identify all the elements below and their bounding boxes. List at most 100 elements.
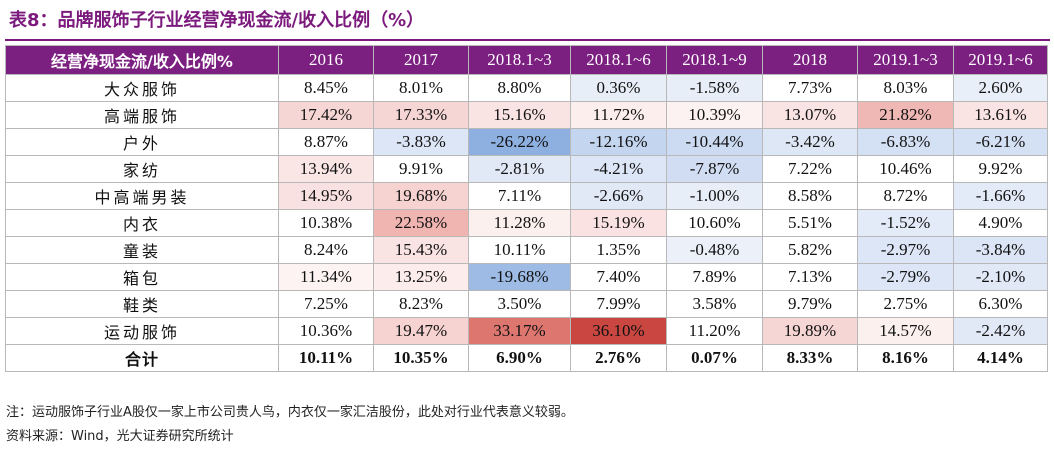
table-cell: 13.07%: [762, 101, 858, 129]
table-cell: -2.97%: [857, 236, 954, 264]
row-header-cell: 经营净现金流/收入比例%: [5, 45, 279, 75]
row-label: 户外: [5, 128, 279, 156]
column-header-cell: 2019.1~3: [857, 45, 954, 75]
table-cell: 9.79%: [762, 290, 858, 318]
table-cell: 11.72%: [570, 101, 667, 129]
footnote: 注：运动服饰子行业A股仅一家上市公司贵人鸟，内衣仅一家汇洁股份，此处对行业代表意…: [6, 405, 574, 420]
table-cell: 7.99%: [570, 290, 667, 318]
table-cell: 8.58%: [762, 182, 858, 210]
table-cell: 8.80%: [468, 74, 571, 102]
table-cell: 2.60%: [953, 74, 1048, 102]
table-cell: 19.47%: [373, 317, 469, 345]
table-cell: 7.89%: [666, 263, 763, 291]
total-cell: 2.76%: [570, 344, 667, 372]
table-cell: -6.83%: [857, 128, 954, 156]
table-cell: 10.46%: [857, 155, 954, 183]
total-cell: 4.14%: [953, 344, 1048, 372]
table-cell: -3.84%: [953, 236, 1048, 264]
table-cell: 15.19%: [570, 209, 667, 237]
table-cell: 8.23%: [373, 290, 469, 318]
table-cell: 13.25%: [373, 263, 469, 291]
table-cell: 11.20%: [666, 317, 763, 345]
total-cell: 10.35%: [373, 344, 469, 372]
cash-flow-ratio-table: 经营净现金流/收入比例% 2016 2017 2018.1~3 2018.1~6 2018…: [5, 45, 1048, 372]
table-cell: 11.34%: [278, 263, 374, 291]
table-cell: -1.58%: [666, 74, 763, 102]
row-label: 箱包: [5, 263, 279, 291]
row-label: 家纺: [5, 155, 279, 183]
total-label: 合计: [5, 344, 279, 372]
table-cell: 4.90%: [953, 209, 1048, 237]
row-label: 中高端男装: [5, 182, 279, 210]
row-label: 大众服饰: [5, 74, 279, 102]
table-cell: 7.25%: [278, 290, 374, 318]
table-cell: -12.16%: [570, 128, 667, 156]
table-cell: 10.11%: [468, 236, 571, 264]
table-cell: 22.58%: [373, 209, 469, 237]
table-cell: -3.83%: [373, 128, 469, 156]
column-header-cell: 2016: [278, 45, 374, 75]
total-cell: 8.16%: [857, 344, 954, 372]
title-underline: [5, 39, 1050, 41]
column-header-cell: 2018: [762, 45, 858, 75]
table-cell: 8.45%: [278, 74, 374, 102]
table-cell: 19.89%: [762, 317, 858, 345]
table-title: 表8：品牌服饰子行业经营净现金流/收入比例（%）: [9, 10, 425, 31]
total-row: 合计 10.11% 10.35% 6.90% 2.76% 0.07% 8.33% 8.16% 4…: [5, 344, 1048, 372]
table-cell: 10.39%: [666, 101, 763, 129]
column-header-cell: 2018.1~6: [570, 45, 667, 75]
table-cell: 9.91%: [373, 155, 469, 183]
table-row: 中高端男装 14.95% 19.68% 7.11% -2.66% -1.00% 8.58% 8…: [5, 182, 1048, 210]
table-cell: 6.30%: [953, 290, 1048, 318]
table-cell: 7.11%: [468, 182, 571, 210]
table-cell: 19.68%: [373, 182, 469, 210]
table-cell: 7.22%: [762, 155, 858, 183]
table-cell: 8.72%: [857, 182, 954, 210]
table-cell: -2.79%: [857, 263, 954, 291]
table-row: 家纺 13.94% 9.91% -2.81% -4.21% -7.87% 7.22% 10.4…: [5, 155, 1048, 183]
table-cell: 17.33%: [373, 101, 469, 129]
table-cell: -6.21%: [953, 128, 1048, 156]
table-cell: 11.28%: [468, 209, 571, 237]
table-cell: 8.03%: [857, 74, 954, 102]
table-cell: 10.38%: [278, 209, 374, 237]
table-row: 童装 8.24% 15.43% 10.11% 1.35% -0.48% 5.82% -2.97…: [5, 236, 1048, 264]
table-cell: 5.51%: [762, 209, 858, 237]
column-header-cell: 2018.1~3: [468, 45, 571, 75]
table-cell: -2.81%: [468, 155, 571, 183]
table-cell: -26.22%: [468, 128, 571, 156]
table-cell: -1.52%: [857, 209, 954, 237]
row-label: 鞋类: [5, 290, 279, 318]
table-cell: 5.82%: [762, 236, 858, 264]
table-cell: -0.48%: [666, 236, 763, 264]
column-header-cell: 2019.1~6: [953, 45, 1048, 75]
table-cell: 8.24%: [278, 236, 374, 264]
table-row: 大众服饰 8.45% 8.01% 8.80% 0.36% -1.58% 7.73% 8.03%…: [5, 74, 1048, 102]
total-cell: 10.11%: [278, 344, 374, 372]
table-cell: 1.35%: [570, 236, 667, 264]
table-cell: -1.00%: [666, 182, 763, 210]
row-label: 内衣: [5, 209, 279, 237]
column-header-cell: 2018.1~9: [666, 45, 763, 75]
table-cell: -10.44%: [666, 128, 763, 156]
table-cell: -1.66%: [953, 182, 1048, 210]
row-label: 高端服饰: [5, 101, 279, 129]
total-cell: 8.33%: [762, 344, 858, 372]
table-cell: 3.58%: [666, 290, 763, 318]
table-cell: 10.36%: [278, 317, 374, 345]
column-header-cell: 2017: [373, 45, 469, 75]
table-cell: 8.01%: [373, 74, 469, 102]
table-row: 内衣 10.38% 22.58% 11.28% 15.19% 10.60% 5.51% -1.…: [5, 209, 1048, 237]
table-cell: 14.57%: [857, 317, 954, 345]
table-row: 箱包 11.34% 13.25% -19.68% 7.40% 7.89% 7.13% -2.7…: [5, 263, 1048, 291]
row-label: 运动服饰: [5, 317, 279, 345]
table-row: 运动服饰 10.36% 19.47% 33.17% 36.10% 11.20% 19.89%…: [5, 317, 1048, 345]
table-cell: 7.13%: [762, 263, 858, 291]
table-cell: 0.36%: [570, 74, 667, 102]
source-note: 资料来源：Wind，光大证券研究所统计: [6, 429, 234, 444]
table-cell: 8.87%: [278, 128, 374, 156]
table-cell: -4.21%: [570, 155, 667, 183]
table-cell: -19.68%: [468, 263, 571, 291]
total-cell: 0.07%: [666, 344, 763, 372]
table-cell: 13.61%: [953, 101, 1048, 129]
